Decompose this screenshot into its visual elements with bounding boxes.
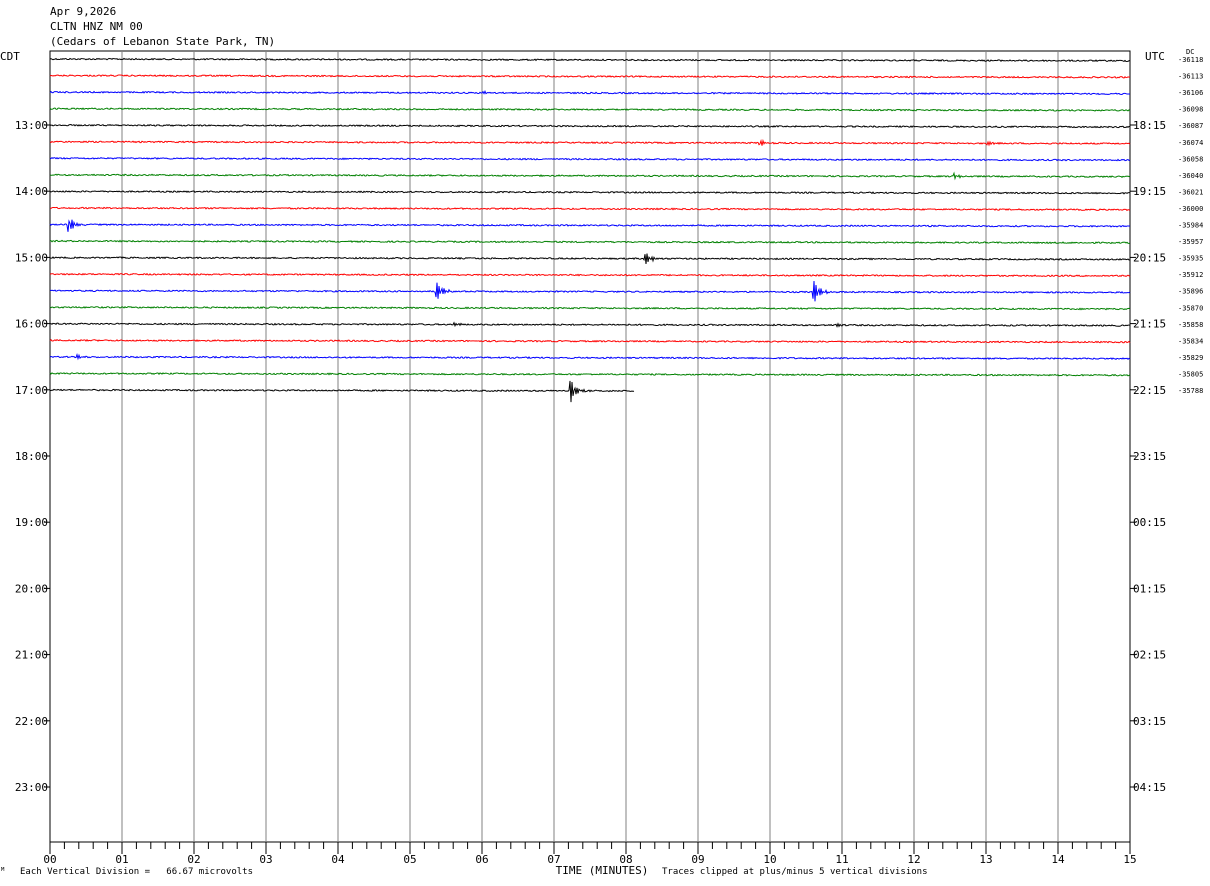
right-timezone-label: UTC: [1145, 50, 1165, 63]
seismic-trace-line: [49, 253, 1131, 264]
right-hour-label: 01:15: [1133, 582, 1166, 595]
x-tick-label: 15: [1123, 853, 1136, 866]
left-hour-label: 17:00: [15, 384, 48, 397]
left-hour-label: 20:00: [15, 582, 48, 595]
scale-note: Each Vertical Division = 66.67 microvolt…: [20, 867, 253, 877]
right-hour-label: 02:15: [1133, 649, 1166, 662]
x-tick-label: 06: [475, 853, 488, 866]
left-hour-label: 18:00: [15, 450, 48, 463]
x-tick-label: 01: [115, 853, 128, 866]
dc-offset-label: -36098: [1178, 106, 1203, 114]
left-hour-label: 19:00: [15, 516, 48, 529]
location-label: (Cedars of Lebanon State Park, TN): [50, 35, 276, 48]
right-hour-label: 18:15: [1133, 119, 1166, 132]
dc-label: DC: [1186, 48, 1195, 56]
dc-offset-label: -35935: [1178, 255, 1203, 263]
dc-offset-label: -36074: [1178, 139, 1203, 147]
dc-offset-label: -36000: [1178, 205, 1203, 213]
left-hour-label: 22:00: [15, 715, 48, 728]
corner-mark: ᴹ: [0, 867, 6, 877]
seismic-trace-line: [49, 219, 1131, 232]
dc-offset-label: -35912: [1178, 271, 1203, 279]
x-tick-label: 08: [619, 853, 632, 866]
seismic-trace-line: [49, 74, 1131, 79]
seismic-trace-line: [49, 123, 1131, 129]
seismic-trace-line: [49, 281, 1131, 302]
dc-offset-label: -35834: [1178, 337, 1203, 345]
seismic-trace-line: [49, 157, 1131, 162]
right-hour-label: 21:15: [1133, 318, 1166, 331]
x-tick-label: 11: [835, 853, 848, 866]
dc-offset-label: -35858: [1178, 321, 1203, 329]
right-hour-label: 03:15: [1133, 715, 1166, 728]
right-hour-label: 22:15: [1133, 384, 1166, 397]
plot-frame: [49, 50, 1131, 843]
seismic-trace-line: [49, 190, 1131, 195]
seismic-trace-line: [49, 57, 1131, 63]
x-tick-label: 02: [187, 853, 200, 866]
dc-offset-label: -36040: [1178, 172, 1203, 180]
dc-offset-label: -35984: [1178, 222, 1203, 230]
dc-offset-label: -35788: [1178, 387, 1203, 395]
right-hour-label: 19:15: [1133, 185, 1166, 198]
seismic-trace-line: [49, 353, 1131, 361]
dc-offset-label: -35870: [1178, 304, 1203, 312]
dc-offset-label: -35829: [1178, 354, 1203, 362]
seismic-trace-line: [49, 338, 1131, 344]
dc-offset-label: -36058: [1178, 155, 1203, 163]
right-hour-label: 00:15: [1133, 516, 1166, 529]
station-label: CLTN HNZ NM 00: [50, 20, 143, 33]
seismic-trace-line: [49, 206, 1131, 212]
seismic-trace-line: [49, 272, 1131, 278]
dc-offset-label: -36087: [1178, 122, 1203, 130]
x-tick-label: 00: [43, 853, 56, 866]
dc-offset-label: -36106: [1178, 89, 1203, 97]
x-tick-label: 05: [403, 853, 416, 866]
dc-offset-label: -36118: [1178, 56, 1203, 64]
x-tick-label: 10: [763, 853, 776, 866]
dc-offset-label: -35896: [1178, 288, 1203, 296]
left-hour-label: 21:00: [15, 649, 48, 662]
right-hour-label: 23:15: [1133, 450, 1166, 463]
seismic-trace-line: [49, 138, 1131, 147]
x-tick-label: 04: [331, 853, 345, 866]
seismic-trace-line: [49, 171, 1131, 181]
left-hour-label: 16:00: [15, 318, 48, 331]
seismic-trace-line: [49, 305, 1131, 311]
left-timezone-label: CDT: [0, 50, 20, 63]
x-tick-label: 03: [259, 853, 272, 866]
date-label: Apr 9,2026: [50, 5, 117, 18]
left-hour-label: 14:00: [15, 185, 48, 198]
seismic-trace-line: [49, 107, 1131, 112]
dc-offset-label: -35957: [1178, 238, 1203, 246]
seismic-traces: [49, 57, 1131, 403]
right-hour-label: 20:15: [1133, 251, 1166, 264]
x-tick-label: 12: [907, 853, 920, 866]
clip-note: Traces clipped at plus/minus 5 vertical …: [662, 867, 928, 877]
seismic-trace-line: [49, 380, 635, 403]
right-hour-label: 04:15: [1133, 781, 1166, 794]
seismic-trace-line: [49, 321, 1131, 328]
minute-grid: [49, 50, 1131, 854]
dc-offset-label: -35805: [1178, 370, 1203, 378]
x-axis-label: TIME (MINUTES): [556, 864, 649, 877]
left-hour-label: 15:00: [15, 251, 48, 264]
x-tick-label: 14: [1051, 853, 1065, 866]
left-hour-label: 23:00: [15, 781, 48, 794]
left-hour-label: 13:00: [15, 119, 48, 132]
x-tick-label: 09: [691, 853, 704, 866]
dc-offset-label: -36113: [1178, 73, 1203, 81]
x-tick-label: 13: [979, 853, 992, 866]
seismic-trace-line: [49, 239, 1131, 245]
seismic-trace-line: [49, 89, 1131, 96]
axis-labels: 00 01 02 03 04 05 06 07 08 09 10 11 12 13 14 15 TIME (MI…: [15, 56, 1203, 877]
seismic-trace-line: [49, 372, 1131, 377]
x-tick-label: 07: [547, 853, 560, 866]
dc-offset-label: -36021: [1178, 188, 1203, 196]
